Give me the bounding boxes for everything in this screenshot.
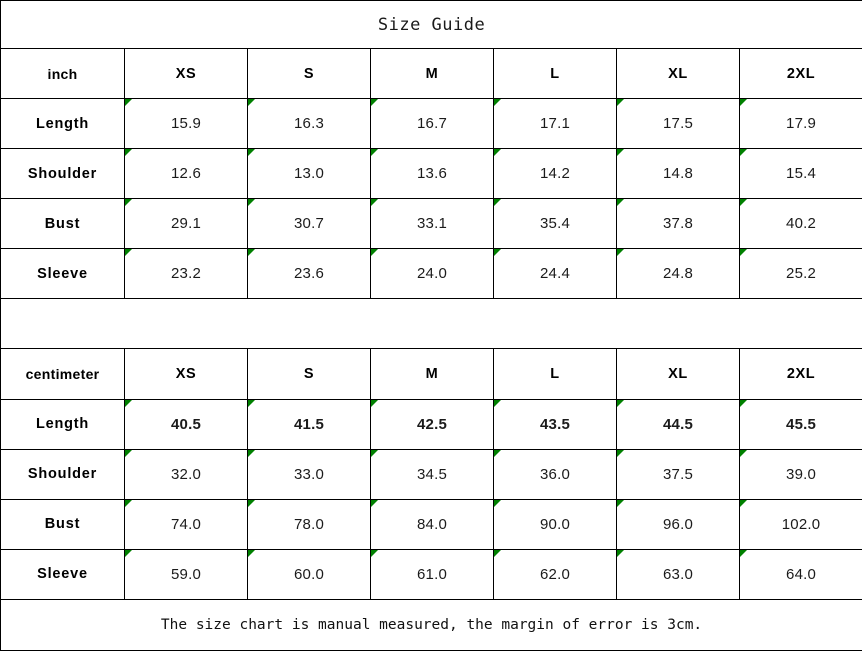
measurement-value: 25.2 xyxy=(738,248,862,300)
measurement-value: 34.5 xyxy=(370,448,494,500)
measurement-value: 12.6 xyxy=(124,148,248,200)
measurement-value: 15.4 xyxy=(738,148,862,200)
measurement-label-bust: Bust xyxy=(0,498,125,550)
measurement-value: 24.4 xyxy=(493,248,617,300)
measurement-value: 41.5 xyxy=(247,398,371,450)
measurement-value: 14.8 xyxy=(616,148,740,200)
measurement-value: 13.0 xyxy=(247,148,371,200)
title-row: Size Guide xyxy=(0,0,862,50)
measurement-value: 17.9 xyxy=(738,98,862,150)
measurement-value: 63.0 xyxy=(616,548,740,600)
measurement-value: 78.0 xyxy=(247,498,371,550)
measurement-value: 33.0 xyxy=(247,448,371,500)
measurement-value: 36.0 xyxy=(493,448,617,500)
measurement-value: 43.5 xyxy=(493,398,617,450)
measurement-value: 13.6 xyxy=(370,148,494,200)
page-title: Size Guide xyxy=(0,0,862,50)
measurement-value: 45.5 xyxy=(738,398,862,450)
header-row-centimeter: centimeter XS S M L XL 2XL xyxy=(0,348,862,400)
measurement-label-bust: Bust xyxy=(0,198,125,250)
measurement-value: 39.0 xyxy=(738,448,862,500)
footer-note: The size chart is manual measured, the m… xyxy=(0,598,862,651)
size-header-L: L xyxy=(493,48,617,100)
size-header-S: S xyxy=(247,48,371,100)
measurement-value: 96.0 xyxy=(616,498,740,550)
size-header-2XL: 2XL xyxy=(738,48,862,100)
measurement-value: 42.5 xyxy=(370,398,494,450)
size-header-XL: XL xyxy=(616,348,740,400)
header-row-inch: inch XS S M L XL 2XL xyxy=(0,48,862,100)
measurement-value: 17.5 xyxy=(616,98,740,150)
measurement-label-sleeve: Sleeve xyxy=(0,548,125,600)
measurement-row: Bust 74.0 78.0 84.0 90.0 96.0 102.0 xyxy=(0,498,862,550)
measurement-label-length: Length xyxy=(0,398,125,450)
measurement-value: 40.2 xyxy=(738,198,862,250)
measurement-value: 44.5 xyxy=(616,398,740,450)
unit-header-inch: inch xyxy=(0,48,125,100)
measurement-value: 16.7 xyxy=(370,98,494,150)
table-spacer-row xyxy=(0,298,862,350)
measurement-value: 24.8 xyxy=(616,248,740,300)
measurement-value: 61.0 xyxy=(370,548,494,600)
measurement-row: Shoulder 12.6 13.0 13.6 14.2 14.8 15.4 xyxy=(0,148,862,200)
size-header-XL: XL xyxy=(616,48,740,100)
measurement-row: Bust 29.1 30.7 33.1 35.4 37.8 40.2 xyxy=(0,198,862,250)
measurement-value: 84.0 xyxy=(370,498,494,550)
measurement-label-length: Length xyxy=(0,98,125,150)
measurement-value: 14.2 xyxy=(493,148,617,200)
measurement-row: Length 15.9 16.3 16.7 17.1 17.5 17.9 xyxy=(0,98,862,150)
size-header-S: S xyxy=(247,348,371,400)
measurement-value: 17.1 xyxy=(493,98,617,150)
measurement-label-shoulder: Shoulder xyxy=(0,148,125,200)
measurement-value: 59.0 xyxy=(124,548,248,600)
measurement-row: Sleeve 59.0 60.0 61.0 62.0 63.0 64.0 xyxy=(0,548,862,600)
measurement-value: 35.4 xyxy=(493,198,617,250)
measurement-label-sleeve: Sleeve xyxy=(0,248,125,300)
measurement-value: 15.9 xyxy=(124,98,248,150)
footer-row: The size chart is manual measured, the m… xyxy=(0,598,862,651)
measurement-row: Shoulder 32.0 33.0 34.5 36.0 37.5 39.0 xyxy=(0,448,862,500)
spacer-cell xyxy=(0,298,862,350)
measurement-value: 40.5 xyxy=(124,398,248,450)
measurement-row: Length 40.5 41.5 42.5 43.5 44.5 45.5 xyxy=(0,398,862,450)
measurement-value: 62.0 xyxy=(493,548,617,600)
measurement-value: 37.5 xyxy=(616,448,740,500)
measurement-value: 33.1 xyxy=(370,198,494,250)
unit-header-centimeter: centimeter xyxy=(0,348,125,400)
measurement-value: 29.1 xyxy=(124,198,248,250)
measurement-value: 16.3 xyxy=(247,98,371,150)
measurement-value: 24.0 xyxy=(370,248,494,300)
measurement-value: 74.0 xyxy=(124,498,248,550)
measurement-value: 102.0 xyxy=(738,498,862,550)
size-header-M: M xyxy=(370,348,494,400)
measurement-label-shoulder: Shoulder xyxy=(0,448,125,500)
measurement-value: 37.8 xyxy=(616,198,740,250)
measurement-value: 23.2 xyxy=(124,248,248,300)
size-header-L: L xyxy=(493,348,617,400)
measurement-row: Sleeve 23.2 23.6 24.0 24.4 24.8 25.2 xyxy=(0,248,862,300)
size-header-M: M xyxy=(370,48,494,100)
measurement-value: 30.7 xyxy=(247,198,371,250)
size-header-2XL: 2XL xyxy=(738,348,862,400)
measurement-value: 90.0 xyxy=(493,498,617,550)
measurement-value: 60.0 xyxy=(247,548,371,600)
measurement-value: 23.6 xyxy=(247,248,371,300)
measurement-value: 64.0 xyxy=(738,548,862,600)
size-header-XS: XS xyxy=(124,48,248,100)
measurement-value: 32.0 xyxy=(124,448,248,500)
size-header-XS: XS xyxy=(124,348,248,400)
